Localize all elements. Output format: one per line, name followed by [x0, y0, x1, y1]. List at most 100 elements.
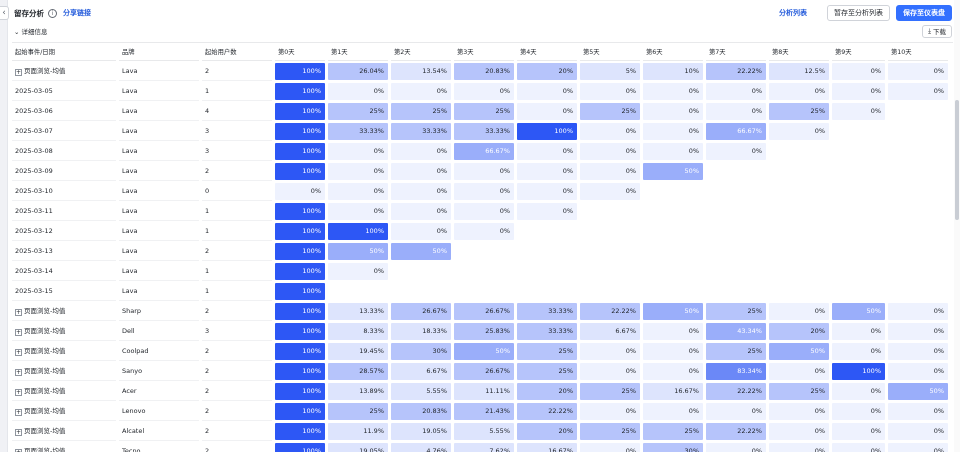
retention-value[interactable]: 0% [328, 162, 388, 180]
retention-value[interactable]: 16.67% [643, 382, 703, 400]
retention-value[interactable]: 100% [275, 142, 325, 160]
retention-value[interactable]: 26.67% [454, 362, 514, 380]
retention-value[interactable]: 50% [888, 382, 948, 400]
retention-value[interactable]: 19.05% [391, 422, 451, 440]
retention-value[interactable]: 100% [275, 82, 325, 100]
retention-value[interactable]: 50% [328, 242, 388, 260]
retention-value[interactable]: 83.34% [706, 362, 766, 380]
retention-value[interactable]: 33.33% [328, 122, 388, 140]
retention-value[interactable]: 0% [832, 442, 885, 452]
retention-value[interactable]: 25% [328, 102, 388, 120]
retention-value[interactable]: 0% [832, 102, 885, 120]
retention-value[interactable]: 0% [517, 82, 577, 100]
retention-value[interactable]: 100% [328, 222, 388, 240]
retention-value[interactable]: 22.22% [706, 62, 766, 80]
retention-value[interactable]: 100% [275, 242, 325, 260]
retention-value[interactable]: 100% [275, 262, 325, 280]
retention-value[interactable]: 25% [769, 382, 829, 400]
retention-value[interactable]: 100% [517, 122, 577, 140]
retention-value[interactable]: 0% [706, 142, 766, 160]
retention-value[interactable]: 0% [391, 82, 451, 100]
retention-value[interactable]: 50% [454, 342, 514, 360]
column-header[interactable]: 第6天 [643, 43, 703, 61]
analysis-list-link[interactable]: 分析列表 [779, 9, 807, 17]
retention-value[interactable]: 0% [454, 222, 514, 240]
retention-value[interactable]: 100% [275, 342, 325, 360]
retention-value[interactable]: 100% [275, 202, 325, 220]
retention-value[interactable]: 0% [832, 422, 885, 440]
retention-value[interactable]: 0% [517, 202, 577, 220]
retention-value[interactable]: 0% [888, 342, 948, 360]
retention-value[interactable]: 26.67% [454, 302, 514, 320]
retention-value[interactable]: 25% [580, 382, 640, 400]
column-header[interactable]: 第4天 [517, 43, 577, 61]
retention-value[interactable]: 25.83% [454, 322, 514, 340]
retention-value[interactable]: 25% [769, 102, 829, 120]
retention-value[interactable]: 100% [275, 282, 325, 300]
retention-value[interactable]: 0% [832, 402, 885, 420]
retention-value[interactable]: 26.04% [328, 62, 388, 80]
save-to-dashboard-button[interactable]: 保存至仪表盘 [896, 5, 952, 21]
retention-value[interactable]: 0% [643, 142, 703, 160]
retention-value[interactable]: 0% [769, 442, 829, 452]
retention-value[interactable]: 0% [517, 162, 577, 180]
expand-icon[interactable]: + [15, 329, 22, 336]
column-header[interactable]: 起始用户数 [202, 43, 272, 61]
retention-value[interactable]: 19.45% [328, 342, 388, 360]
retention-value[interactable]: 66.67% [454, 142, 514, 160]
retention-value[interactable]: 0% [580, 402, 640, 420]
collapse-sidebar-button[interactable]: ‹ [0, 6, 9, 20]
retention-value[interactable]: 0% [706, 82, 766, 100]
retention-value[interactable]: 50% [769, 342, 829, 360]
retention-value[interactable]: 4.76% [391, 442, 451, 452]
retention-value[interactable]: 0% [328, 202, 388, 220]
retention-value[interactable]: 25% [580, 102, 640, 120]
retention-value[interactable]: 0% [888, 302, 948, 320]
retention-value[interactable]: 100% [275, 362, 325, 380]
retention-value[interactable]: 22.22% [580, 302, 640, 320]
retention-value[interactable]: 20% [517, 62, 577, 80]
retention-value[interactable]: 30% [391, 342, 451, 360]
retention-value[interactable]: 0% [517, 142, 577, 160]
expand-icon[interactable]: + [15, 69, 22, 76]
retention-value[interactable]: 21.43% [454, 402, 514, 420]
retention-value[interactable]: 66.67% [706, 122, 766, 140]
retention-value[interactable]: 0% [391, 142, 451, 160]
retention-value[interactable]: 100% [275, 442, 325, 452]
retention-value[interactable]: 50% [643, 162, 703, 180]
retention-value[interactable]: 0% [580, 362, 640, 380]
detail-toggle[interactable]: ⌄ 详细信息 [14, 26, 48, 36]
retention-value[interactable]: 0% [517, 102, 577, 120]
retention-value[interactable]: 0% [888, 402, 948, 420]
retention-value[interactable]: 0% [391, 162, 451, 180]
retention-value[interactable]: 100% [275, 322, 325, 340]
retention-value[interactable]: 0% [643, 82, 703, 100]
retention-value[interactable]: 11.9% [328, 422, 388, 440]
retention-value[interactable]: 0% [888, 62, 948, 80]
retention-value[interactable]: 0% [643, 322, 703, 340]
retention-value[interactable]: 100% [275, 122, 325, 140]
expand-icon[interactable]: + [15, 309, 22, 316]
retention-value[interactable]: 0% [328, 82, 388, 100]
retention-table-container[interactable]: 起始事件/日期 品牌 起始用户数 第0天 第1天 第2天 第3天 第4天 第5天 第6天 第7天 第8… [12, 42, 953, 452]
retention-value[interactable]: 0% [275, 182, 325, 200]
column-header[interactable]: 第2天 [391, 43, 451, 61]
retention-value[interactable]: 0% [769, 402, 829, 420]
retention-value[interactable]: 0% [454, 82, 514, 100]
retention-value[interactable]: 0% [643, 122, 703, 140]
retention-value[interactable]: 50% [391, 242, 451, 260]
retention-value[interactable]: 0% [391, 182, 451, 200]
retention-value[interactable]: 0% [517, 182, 577, 200]
retention-value[interactable]: 0% [328, 182, 388, 200]
retention-value[interactable]: 0% [391, 202, 451, 220]
retention-value[interactable]: 10% [643, 62, 703, 80]
save-to-list-button[interactable]: 暂存至分析列表 [827, 5, 890, 21]
share-link[interactable]: 分享链接 [63, 9, 91, 17]
retention-value[interactable]: 22.22% [517, 402, 577, 420]
column-header[interactable]: 第8天 [769, 43, 829, 61]
retention-value[interactable]: 19.05% [328, 442, 388, 452]
retention-value[interactable]: 0% [888, 422, 948, 440]
info-icon[interactable]: i [48, 8, 57, 18]
retention-value[interactable]: 100% [275, 402, 325, 420]
retention-value[interactable]: 0% [832, 82, 885, 100]
